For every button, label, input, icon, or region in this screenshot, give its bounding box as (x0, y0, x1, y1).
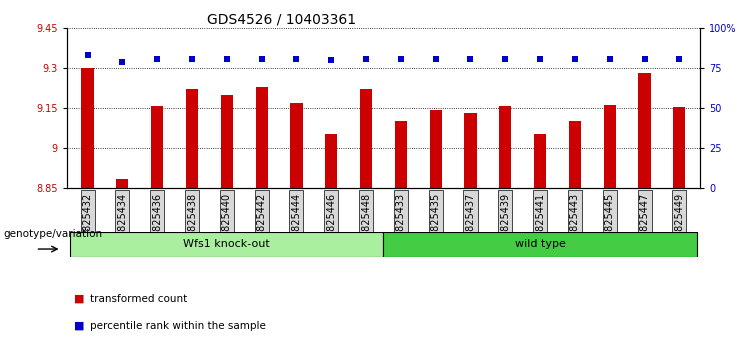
Point (256, 56, 268, 62)
Bar (639, 73, 651, 188)
Point (395, 56, 407, 62)
Text: percentile rank within the sample: percentile rank within the sample (90, 321, 266, 331)
Bar (256, 87, 268, 188)
Text: Wfs1 knock-out: Wfs1 knock-out (184, 239, 270, 249)
Point (221, 56, 233, 62)
Text: genotype/variation: genotype/variation (4, 229, 103, 239)
Text: wild type: wild type (515, 239, 565, 249)
Bar (674, 108, 685, 188)
Point (465, 56, 476, 62)
Point (639, 56, 651, 62)
Point (325, 57, 337, 63)
Bar (499, 106, 511, 188)
Point (290, 56, 302, 62)
Bar (221, 95, 233, 188)
Point (116, 59, 128, 65)
Point (360, 56, 372, 62)
Point (430, 56, 442, 62)
Bar (360, 89, 372, 188)
Point (674, 56, 685, 62)
Text: transformed count: transformed count (90, 294, 187, 304)
Bar (430, 110, 442, 188)
Bar (325, 134, 337, 188)
Point (151, 56, 163, 62)
Bar (116, 179, 128, 188)
Bar (534, 134, 546, 188)
Bar (290, 103, 302, 188)
Bar (465, 113, 476, 188)
Point (82, 53, 93, 58)
Bar (384, 232, 697, 257)
Point (499, 56, 511, 62)
Point (604, 56, 616, 62)
Text: GDS4526 / 10403361: GDS4526 / 10403361 (207, 12, 356, 27)
Point (569, 56, 581, 62)
Bar (569, 121, 581, 188)
Bar (186, 89, 198, 188)
Point (534, 56, 546, 62)
Bar (604, 105, 616, 188)
Bar (395, 121, 407, 188)
Bar (151, 106, 163, 188)
Point (186, 56, 198, 62)
Text: ■: ■ (74, 294, 84, 304)
Bar (70, 232, 384, 257)
Text: ■: ■ (74, 321, 84, 331)
Bar (82, 68, 93, 188)
